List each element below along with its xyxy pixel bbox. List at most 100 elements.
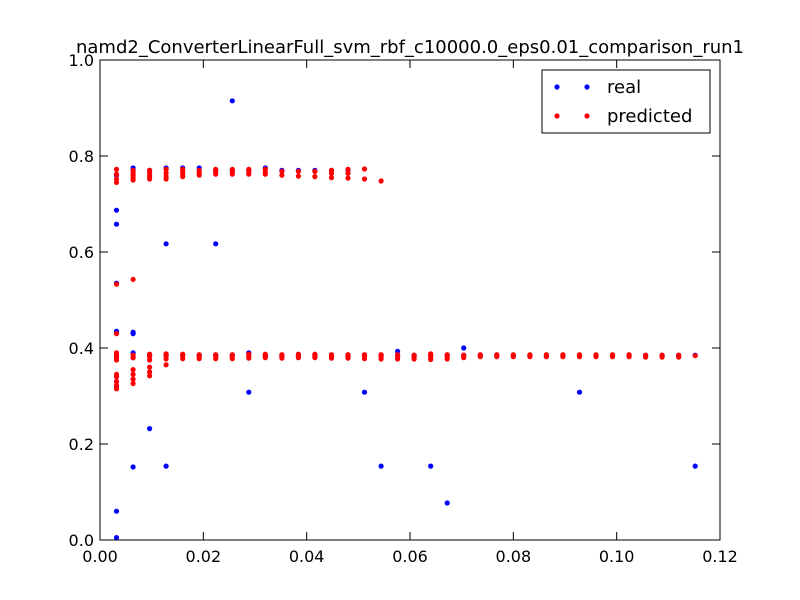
x-tick-label: 0.08 xyxy=(496,547,532,566)
real-point xyxy=(213,241,219,247)
real-point xyxy=(113,207,120,213)
predicted-point xyxy=(130,376,136,382)
predicted-point xyxy=(229,352,235,358)
data-points xyxy=(113,98,698,541)
predicted-point xyxy=(113,176,120,182)
predicted-point xyxy=(378,352,384,358)
predicted-point xyxy=(510,352,516,358)
predicted-point xyxy=(163,351,169,357)
predicted-point xyxy=(279,352,285,358)
predicted-point xyxy=(213,352,219,358)
y-tick-label: 1.0 xyxy=(69,51,94,70)
predicted-point xyxy=(180,351,186,357)
predicted-point xyxy=(676,352,682,358)
legend: real predicted xyxy=(541,69,711,134)
real-point xyxy=(130,464,136,470)
predicted-point xyxy=(279,168,285,174)
real-point xyxy=(361,389,368,395)
x-tick-label: 0.12 xyxy=(702,547,738,566)
predicted-point xyxy=(113,331,120,337)
predicted-point xyxy=(163,362,169,368)
real-point xyxy=(113,221,120,227)
predicted-point xyxy=(196,167,202,173)
predicted-point xyxy=(147,351,153,357)
predicted-point xyxy=(113,171,120,177)
predicted-point xyxy=(295,351,301,357)
predicted-point xyxy=(494,352,500,358)
predicted-point xyxy=(312,174,318,180)
real-point xyxy=(246,389,252,395)
real-point xyxy=(461,345,467,351)
real-point xyxy=(147,426,153,432)
predicted-point xyxy=(279,172,285,178)
x-tick-label: 0.00 xyxy=(82,547,118,566)
predicted-point xyxy=(147,369,153,375)
predicted-point xyxy=(345,175,351,181)
legend-label-predicted: predicted xyxy=(607,106,692,127)
predicted-point xyxy=(361,166,368,172)
x-tick-label: 0.10 xyxy=(599,547,635,566)
legend-real-marker-2 xyxy=(584,84,590,90)
y-tick-label: 0.6 xyxy=(69,243,94,262)
predicted-point xyxy=(262,166,268,172)
x-tick-label: 0.02 xyxy=(186,547,222,566)
real-point xyxy=(378,463,384,469)
predicted-point xyxy=(246,166,252,172)
predicted-point xyxy=(428,351,434,357)
predicted-point xyxy=(312,168,318,174)
predicted-point xyxy=(163,166,169,172)
y-tick-label: 0.8 xyxy=(69,147,94,166)
predicted-point xyxy=(147,373,153,379)
real-point xyxy=(444,500,450,506)
real-point xyxy=(576,389,583,395)
predicted-point xyxy=(262,351,268,357)
predicted-point xyxy=(411,352,417,358)
predicted-point xyxy=(361,352,368,358)
y-tick-label: 0.0 xyxy=(69,531,94,550)
predicted-point xyxy=(147,167,153,173)
real-point xyxy=(163,241,169,247)
y-tick-label: 0.2 xyxy=(69,435,94,454)
predicted-point xyxy=(527,352,533,358)
predicted-point xyxy=(328,352,335,358)
predicted-point xyxy=(560,352,566,358)
legend-box xyxy=(541,69,711,134)
real-point xyxy=(692,463,698,469)
predicted-point xyxy=(659,352,665,358)
real-point xyxy=(113,508,120,514)
predicted-point xyxy=(147,364,153,370)
predicted-point xyxy=(609,352,616,358)
x-tick-label: 0.04 xyxy=(289,547,325,566)
predicted-point xyxy=(477,352,483,358)
predicted-point xyxy=(130,367,136,373)
legend-real-marker-1 xyxy=(554,84,560,90)
predicted-point xyxy=(113,350,120,356)
predicted-point xyxy=(130,276,136,282)
predicted-point xyxy=(328,175,335,181)
predicted-point xyxy=(461,352,467,358)
predicted-point xyxy=(113,382,120,388)
predicted-point xyxy=(113,166,120,172)
predicted-point xyxy=(295,173,301,179)
predicted-point xyxy=(378,178,384,184)
predicted-point xyxy=(130,167,136,173)
real-point xyxy=(113,535,120,541)
legend-predicted-marker-1 xyxy=(554,113,560,119)
predicted-point xyxy=(113,371,120,377)
axis-ticks: 0.00 0.02 0.04 0.06 0.08 0.10 0.12 0.0 0.2 0.4 0.6… xyxy=(69,51,738,566)
predicted-point xyxy=(543,352,550,358)
real-point xyxy=(428,463,434,469)
predicted-point xyxy=(196,352,202,358)
chart-title: namd2_ConverterLinearFull_svm_rbf_c10000… xyxy=(76,37,744,58)
predicted-point xyxy=(444,352,450,358)
predicted-point xyxy=(395,352,401,358)
predicted-point xyxy=(345,166,351,172)
y-tick-label: 0.4 xyxy=(69,339,94,358)
real-point xyxy=(163,463,169,469)
plot-area xyxy=(100,60,720,540)
legend-predicted-marker-2 xyxy=(584,113,590,119)
predicted-point xyxy=(312,351,318,357)
predicted-point xyxy=(229,166,235,172)
predicted-point xyxy=(113,379,120,385)
